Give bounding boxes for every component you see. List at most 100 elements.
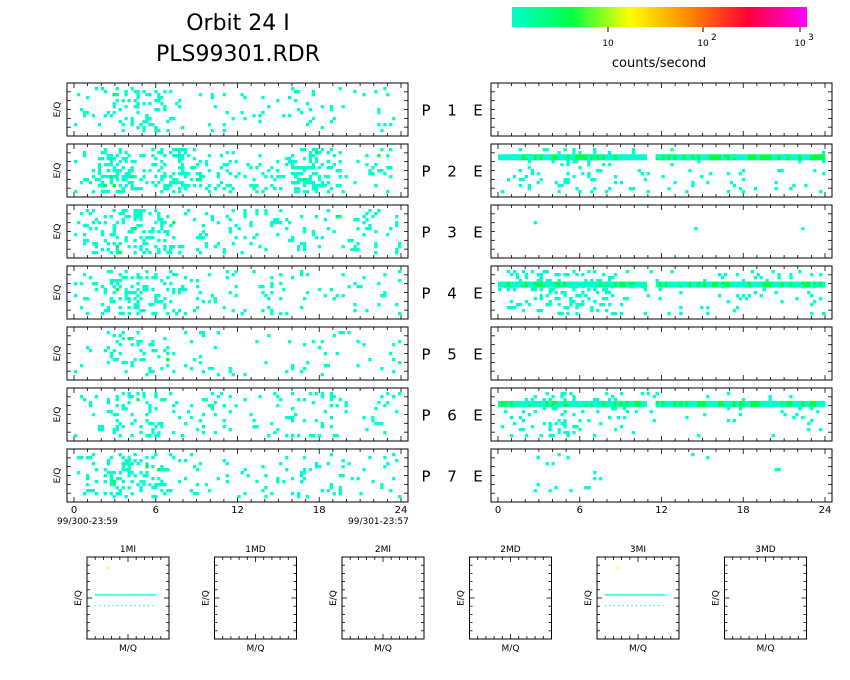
ion-count-cell	[130, 120, 134, 124]
ion-count-cell	[118, 160, 122, 164]
electron-band-cell	[611, 400, 615, 407]
electron-count-cell	[518, 169, 523, 173]
ion-count-cell	[121, 456, 125, 460]
ion-count-cell	[82, 398, 87, 402]
electron-band-cell	[560, 400, 564, 407]
electron-band-cell	[518, 154, 523, 161]
ion-count-cell	[320, 373, 324, 377]
electron-band-cell	[643, 400, 647, 407]
electron-count-cell	[613, 273, 618, 277]
ion-count-cell	[383, 465, 387, 469]
ion-count-cell	[389, 227, 393, 231]
electron-band-cell	[593, 400, 597, 407]
mass-count-cell	[106, 594, 108, 596]
ion-count-cell	[305, 273, 310, 277]
ion-count-cell	[341, 190, 345, 194]
ion-count-cell	[133, 453, 137, 457]
electron-band-cell	[694, 400, 698, 407]
electron-count-cell	[619, 392, 624, 396]
ion-count-cell	[258, 154, 262, 158]
ion-count-cell	[115, 428, 119, 432]
electron-count-cell	[515, 273, 520, 277]
ion-count-cell	[252, 187, 256, 191]
ion-count-cell	[154, 276, 158, 280]
ion-count-cell	[151, 236, 155, 240]
ion-count-cell	[103, 309, 107, 313]
electron-count-cell	[771, 434, 775, 438]
ion-count-cell	[151, 486, 155, 490]
ion-count-cell	[353, 282, 357, 286]
ion-count-cell	[297, 398, 301, 402]
ion-count-cell	[258, 245, 262, 249]
ion-count-cell	[195, 236, 200, 240]
electron-band-cell	[726, 281, 731, 288]
electron-count-cell	[780, 169, 784, 173]
electron-count-cell	[700, 306, 704, 310]
ion-count-cell	[163, 297, 167, 301]
electron-count-cell	[605, 297, 609, 301]
ion-count-cell	[305, 190, 310, 194]
electron-band-cell	[530, 400, 534, 407]
electron-band-cell	[599, 400, 603, 407]
ion-count-cell	[118, 120, 122, 124]
electron-count-cell	[575, 303, 579, 307]
ion-count-cell	[100, 303, 105, 307]
electron-count-cell	[664, 401, 668, 405]
ion-count-cell	[91, 413, 96, 417]
electron-count-cell	[822, 151, 826, 155]
ion-count-cell	[380, 486, 384, 490]
mass-count-cell	[152, 594, 154, 596]
ion-count-cell	[213, 431, 217, 435]
electron-band-cell	[602, 154, 606, 161]
ion-count-cell	[270, 221, 274, 225]
mass-peak-cell	[617, 567, 619, 569]
ion-count-cell	[157, 248, 161, 252]
electron-count-cell	[608, 276, 612, 280]
ion-count-cell	[341, 294, 345, 298]
ion-count-cell	[276, 169, 280, 173]
ion-count-cell	[201, 224, 206, 228]
electron-band-cell	[503, 400, 508, 407]
ion-count-cell	[291, 163, 295, 167]
electron-band-cell	[590, 154, 594, 161]
electron-count-cell	[628, 285, 633, 289]
mass-count-cell	[618, 605, 620, 607]
ion-count-cell	[192, 465, 197, 469]
ion-count-cell	[112, 431, 116, 435]
electron-count-cell	[655, 404, 659, 408]
ion-count-cell	[163, 230, 167, 234]
electron-count-cell	[551, 160, 555, 164]
electron-count-cell	[557, 312, 561, 316]
ion-count-cell	[329, 288, 333, 292]
electron-count-cell	[753, 276, 757, 280]
electron-count-cell	[503, 285, 508, 289]
ion-count-cell	[178, 148, 182, 152]
electron-count-cell	[572, 288, 576, 292]
mass-count-cell	[605, 605, 607, 607]
electron-count-cell	[738, 413, 743, 417]
row-electron-label: E	[473, 224, 482, 242]
mass-panel-xlabel: M/Q	[757, 644, 775, 654]
electron-count-cell	[596, 169, 600, 173]
ion-count-cell	[222, 425, 226, 429]
electron-band-cell	[581, 400, 585, 407]
electron-count-cell	[813, 285, 817, 289]
ion-count-cell	[103, 215, 107, 219]
ion-count-cell	[207, 154, 212, 158]
ion-count-cell	[332, 230, 336, 234]
electron-band-cell	[712, 400, 716, 407]
ion-count-cell	[201, 425, 206, 429]
ion-count-cell	[392, 477, 396, 481]
ion-count-cell	[398, 270, 402, 274]
ion-count-cell	[148, 93, 152, 97]
electron-band-cell	[539, 154, 543, 161]
electron-count-cell	[822, 160, 826, 164]
electron-count-cell	[726, 392, 731, 396]
electron-count-cell	[512, 306, 517, 310]
ion-count-cell	[151, 428, 155, 432]
ion-count-cell	[383, 87, 387, 91]
mass-count-cell	[139, 594, 141, 596]
ion-count-cell	[109, 282, 113, 286]
ion-count-cell	[172, 431, 176, 435]
ion-count-cell	[317, 184, 322, 188]
